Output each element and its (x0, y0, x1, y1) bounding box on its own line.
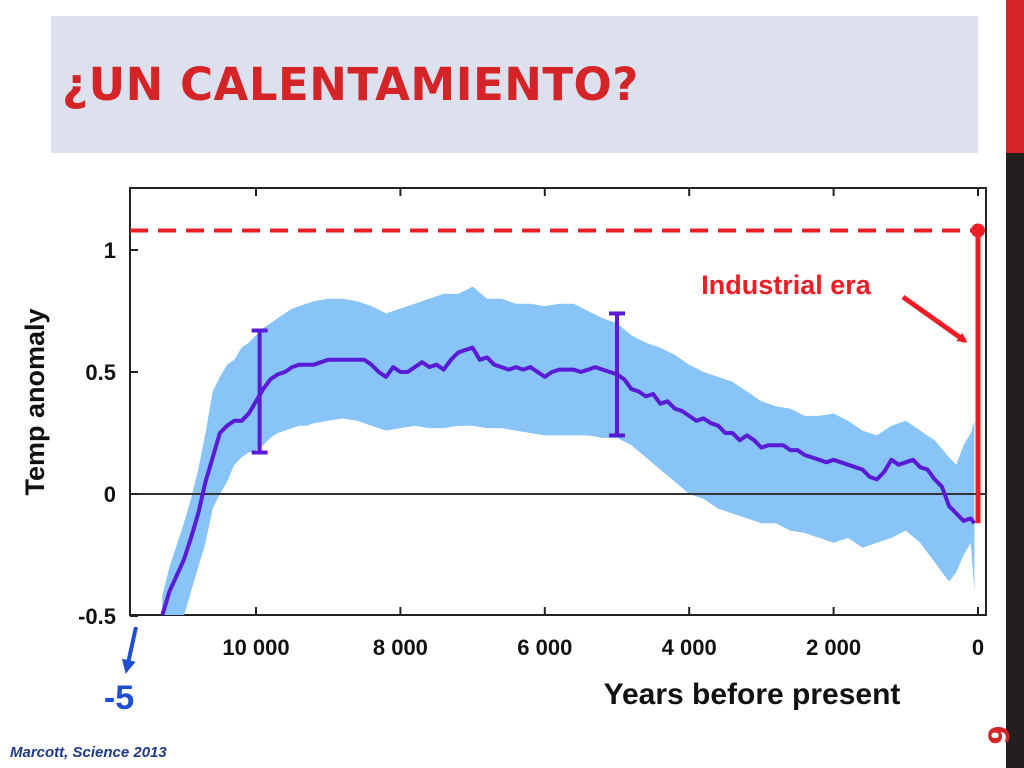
annotation-layer (130, 223, 985, 524)
title-band (51, 16, 978, 153)
x-tick-label: 0 (972, 635, 984, 660)
uncertainty-band (162, 286, 975, 615)
y-tick-label: 0 (104, 482, 116, 507)
side-bar-accent (1006, 0, 1024, 153)
axes-layer: 1 0.5 0 -0.5 10 000 8 000 6 000 4 000 2 000 0 (78, 188, 986, 660)
x-tick-label: 2 000 (806, 635, 861, 660)
x-tick-label: 6 000 (517, 635, 572, 660)
y-axis-label: Temp anomaly (20, 308, 50, 495)
citation: Marcott, Science 2013 (10, 744, 167, 761)
slide-title: ¿UN CALENTAMIENTO? (62, 58, 639, 111)
left-limit-arrow (121, 626, 138, 674)
y-tick-label: 1 (104, 238, 116, 263)
x-tick-label: 8 000 (373, 635, 428, 660)
x-tick-label: 4 000 (662, 635, 717, 660)
industrial-era-label: Industrial era (701, 270, 872, 300)
x-axis-label: Years before present (604, 678, 901, 711)
temperature-series-line (160, 345, 977, 615)
x-tick-label: 10 000 (222, 635, 289, 660)
y-tick-label: 0.5 (85, 360, 116, 385)
industrial-spike-dot (971, 223, 985, 238)
uncertainty-band-layer (162, 286, 975, 615)
series-layer (160, 311, 977, 615)
industrial-era-arrow (901, 294, 968, 344)
side-bar-dark (1006, 153, 1024, 768)
left-limit-label: -5 (104, 679, 134, 717)
y-tick-label: -0.5 (78, 604, 116, 629)
